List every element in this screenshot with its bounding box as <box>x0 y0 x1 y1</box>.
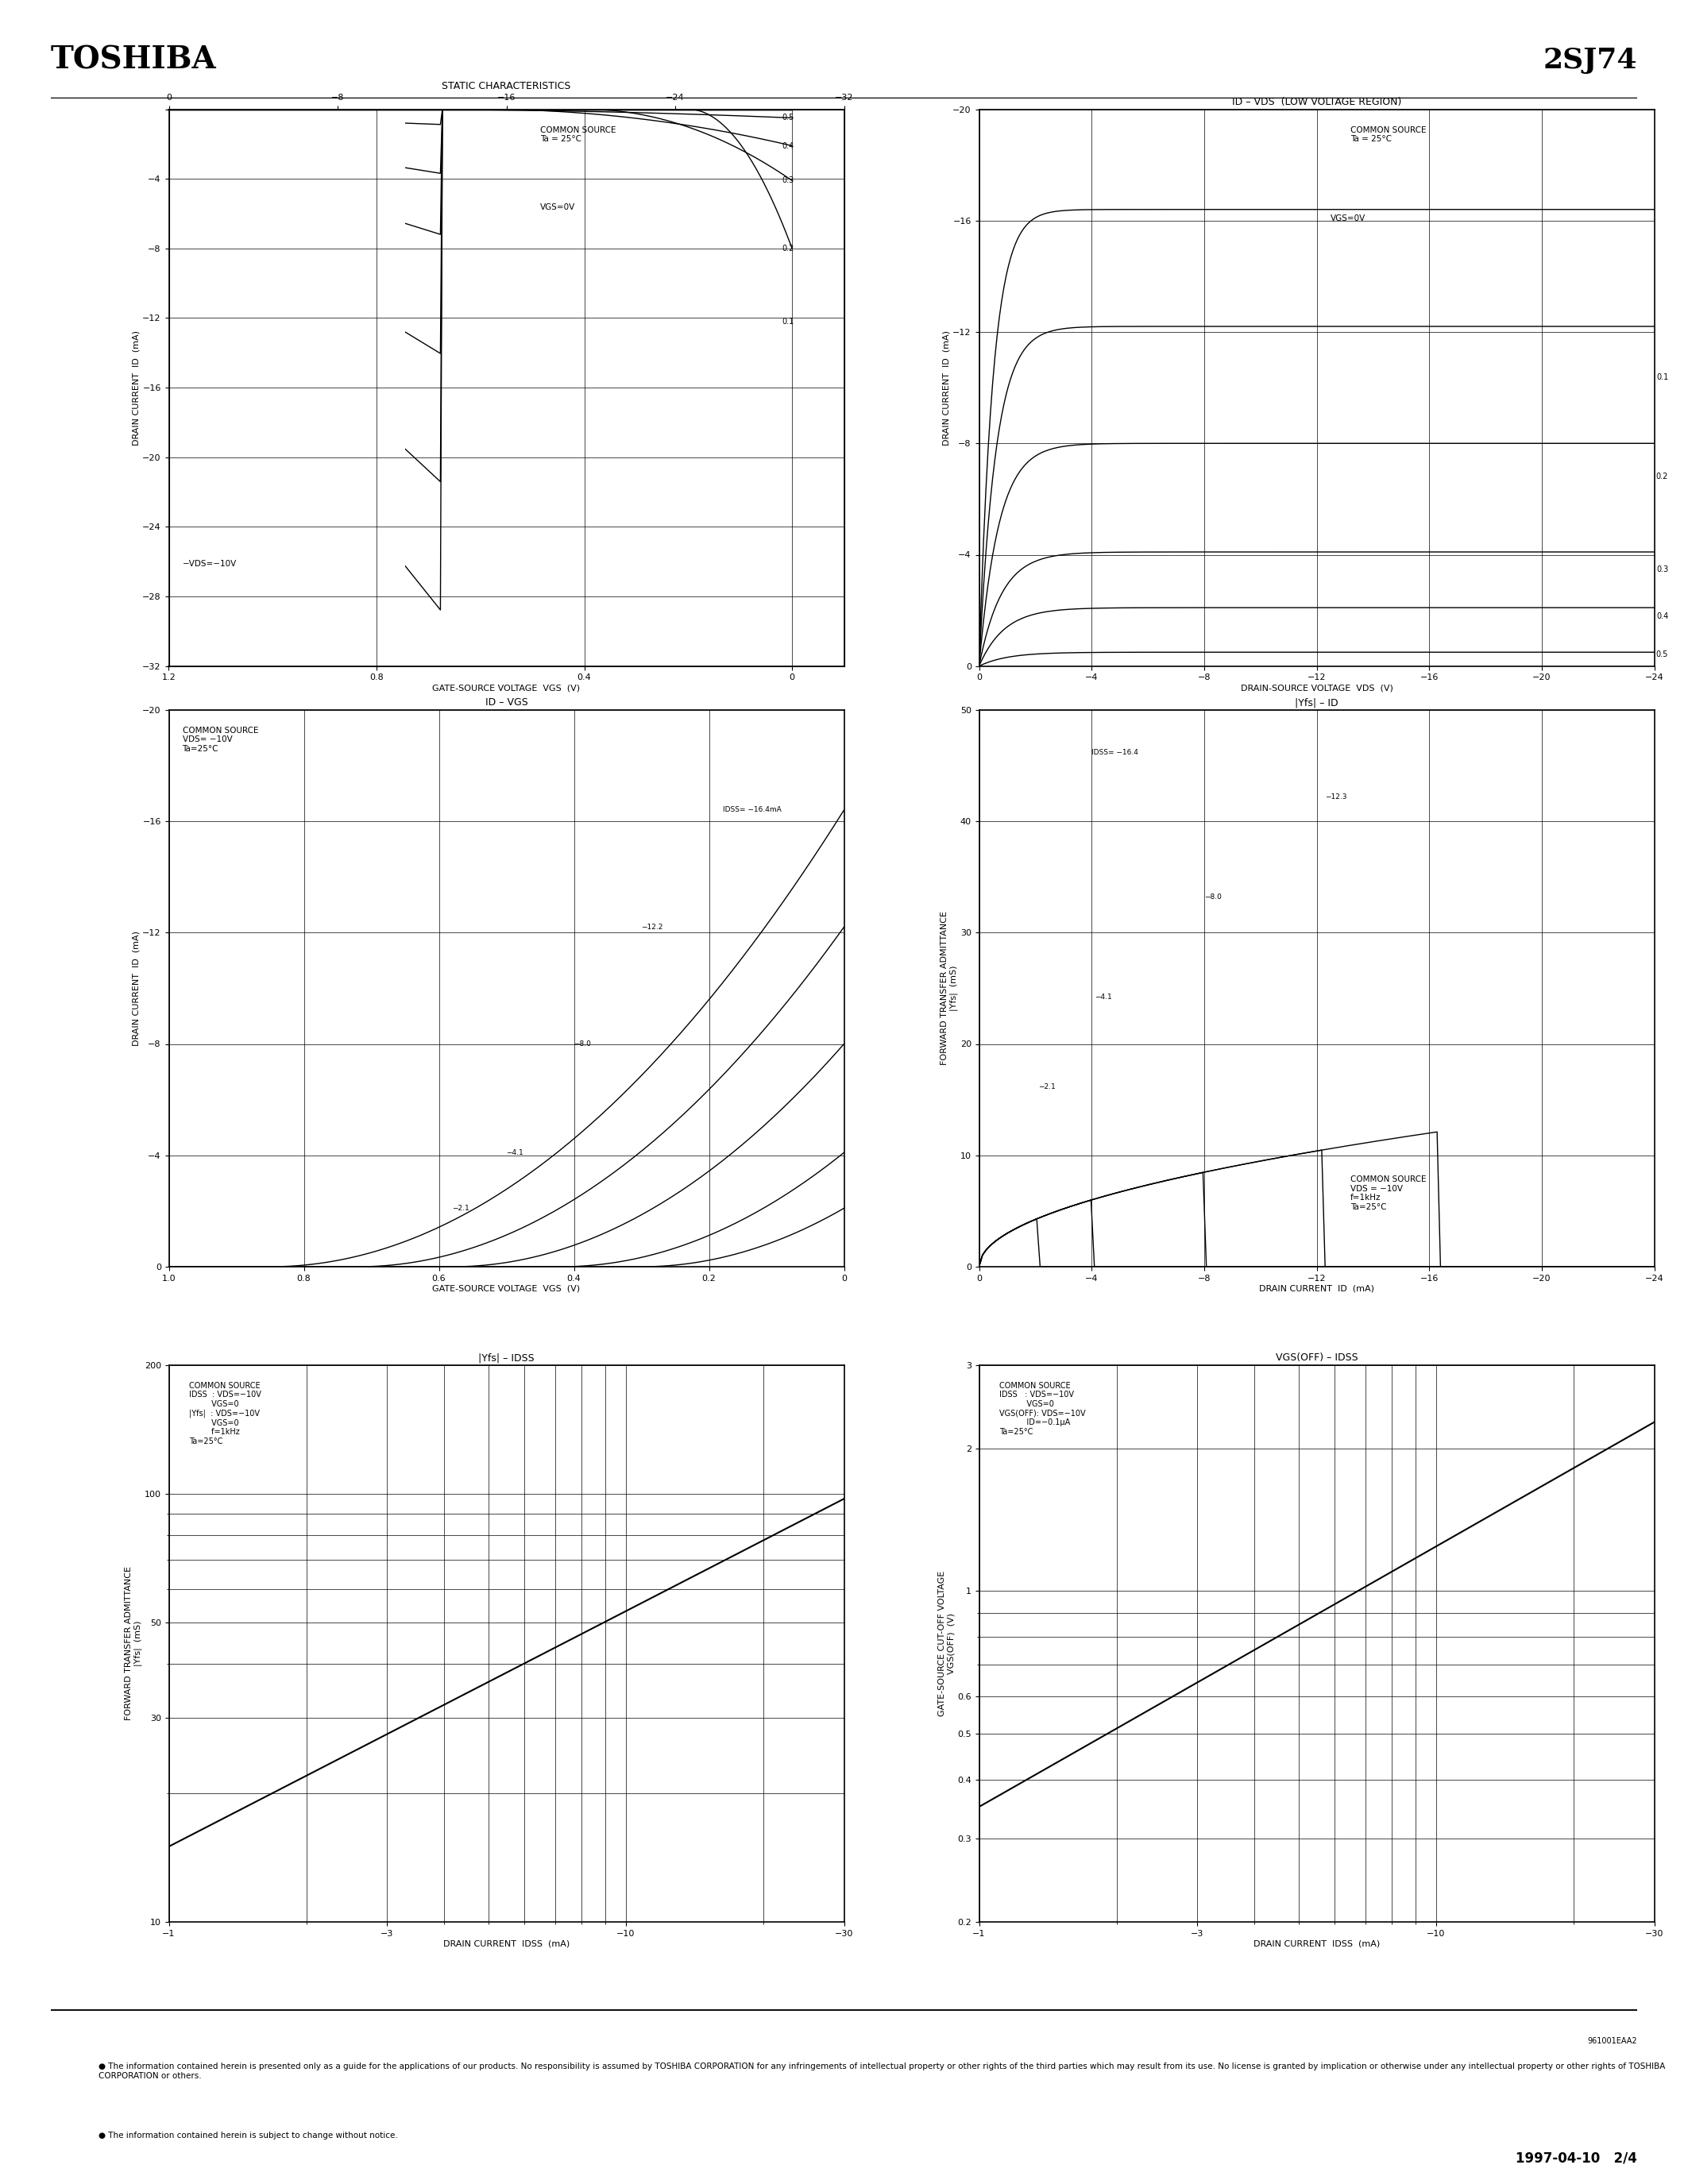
Text: −8.0: −8.0 <box>1204 893 1222 900</box>
Title: ID – VDS  (LOW VOLTAGE REGION): ID – VDS (LOW VOLTAGE REGION) <box>1232 96 1401 107</box>
X-axis label: GATE-SOURCE VOLTAGE  VGS  (V): GATE-SOURCE VOLTAGE VGS (V) <box>432 684 581 692</box>
Y-axis label: FORWARD TRANSFER ADMITTANCE
|Yfs|  (mS): FORWARD TRANSFER ADMITTANCE |Yfs| (mS) <box>940 911 957 1066</box>
Title: ID – VGS: ID – VGS <box>484 697 528 708</box>
Text: VGS=0V: VGS=0V <box>1330 214 1366 223</box>
Text: 0.3: 0.3 <box>1656 566 1668 572</box>
Y-axis label: DRAIN CURRENT  ID  (mA): DRAIN CURRENT ID (mA) <box>942 330 950 446</box>
Text: 961001EAA2: 961001EAA2 <box>1588 2038 1637 2044</box>
X-axis label: DRAIN CURRENT  ID  (mA): DRAIN CURRENT ID (mA) <box>1259 1284 1374 1293</box>
Y-axis label: DRAIN CURRENT  ID  (mA): DRAIN CURRENT ID (mA) <box>132 330 140 446</box>
Text: 0.1: 0.1 <box>1656 373 1668 382</box>
Text: 1997-04-10   2/4: 1997-04-10 2/4 <box>1516 2151 1637 2164</box>
Text: 2SJ74: 2SJ74 <box>1543 46 1637 74</box>
Text: COMMON SOURCE
IDSS  : VDS=−10V
         VGS=0
|Yfs|  : VDS=−10V
         VGS=0
 : COMMON SOURCE IDSS : VDS=−10V VGS=0 |Yfs… <box>189 1382 262 1446</box>
Text: −4.1: −4.1 <box>1094 994 1112 1000</box>
Text: −VDS=−10V: −VDS=−10V <box>182 559 236 568</box>
Text: −12.2: −12.2 <box>641 924 663 930</box>
Title: STATIC CHARACTERISTICS: STATIC CHARACTERISTICS <box>442 81 571 92</box>
Text: −2.1: −2.1 <box>452 1206 469 1212</box>
Text: 0.1: 0.1 <box>782 317 793 325</box>
Text: VGS=0V: VGS=0V <box>540 203 576 212</box>
Text: 0.3: 0.3 <box>782 177 793 183</box>
Y-axis label: DRAIN CURRENT  ID  (mA): DRAIN CURRENT ID (mA) <box>132 930 140 1046</box>
Text: 0.4: 0.4 <box>782 142 793 151</box>
Text: −8.0: −8.0 <box>574 1040 591 1048</box>
Y-axis label: GATE-SOURCE CUT-OFF VOLTAGE
VGS(OFF)  (V): GATE-SOURCE CUT-OFF VOLTAGE VGS(OFF) (V) <box>939 1570 955 1717</box>
Text: COMMON SOURCE
VDS= −10V
Ta=25°C: COMMON SOURCE VDS= −10V Ta=25°C <box>182 727 258 753</box>
X-axis label: DRAIN CURRENT  IDSS  (mA): DRAIN CURRENT IDSS (mA) <box>1254 1939 1379 1948</box>
X-axis label: GATE-SOURCE VOLTAGE  VGS  (V): GATE-SOURCE VOLTAGE VGS (V) <box>432 1284 581 1293</box>
Title: VGS(OFF) – IDSS: VGS(OFF) – IDSS <box>1276 1352 1357 1363</box>
Text: COMMON SOURCE
Ta = 25°C: COMMON SOURCE Ta = 25°C <box>1350 127 1426 144</box>
Y-axis label: FORWARD TRANSFER ADMITTANCE
|Yfs|  (mS): FORWARD TRANSFER ADMITTANCE |Yfs| (mS) <box>125 1566 142 1721</box>
Text: 0.5: 0.5 <box>1656 651 1668 657</box>
Text: −12.3: −12.3 <box>1325 793 1347 802</box>
Title: |Yfs| – IDSS: |Yfs| – IDSS <box>478 1352 535 1363</box>
Text: 0.2: 0.2 <box>1656 472 1668 480</box>
Text: COMMON SOURCE
Ta = 25°C: COMMON SOURCE Ta = 25°C <box>540 127 616 144</box>
Text: ● The information contained herein is presented only as a guide for the applicat: ● The information contained herein is pr… <box>98 2062 1664 2079</box>
Text: −2.1: −2.1 <box>1038 1083 1055 1090</box>
X-axis label: DRAIN-SOURCE VOLTAGE  VDS  (V): DRAIN-SOURCE VOLTAGE VDS (V) <box>1241 684 1393 692</box>
Text: DRAIN-SOURCE VOLTAGE
VDS  (V): DRAIN-SOURCE VOLTAGE VDS (V) <box>592 734 690 749</box>
Text: IDSS= −16.4mA: IDSS= −16.4mA <box>722 806 782 815</box>
X-axis label: DRAIN CURRENT  IDSS  (mA): DRAIN CURRENT IDSS (mA) <box>444 1939 569 1948</box>
Text: TOSHIBA: TOSHIBA <box>51 46 216 74</box>
Text: 0.5: 0.5 <box>782 114 793 122</box>
Text: COMMON SOURCE
VDS = −10V
f=1kHz
Ta=25°C: COMMON SOURCE VDS = −10V f=1kHz Ta=25°C <box>1350 1175 1426 1210</box>
Text: ● The information contained herein is subject to change without notice.: ● The information contained herein is su… <box>98 2132 397 2140</box>
Text: COMMON SOURCE
IDSS   : VDS=−10V
           VGS=0
VGS(OFF): VDS=−10V
           I: COMMON SOURCE IDSS : VDS=−10V VGS=0 VGS(… <box>999 1382 1085 1435</box>
Text: IDSS= −16.4: IDSS= −16.4 <box>1092 749 1138 756</box>
Title: |Yfs| – ID: |Yfs| – ID <box>1295 697 1339 708</box>
Text: 0.4: 0.4 <box>1656 612 1668 620</box>
Text: −4.1: −4.1 <box>506 1149 523 1155</box>
Text: 0.2: 0.2 <box>782 245 793 253</box>
